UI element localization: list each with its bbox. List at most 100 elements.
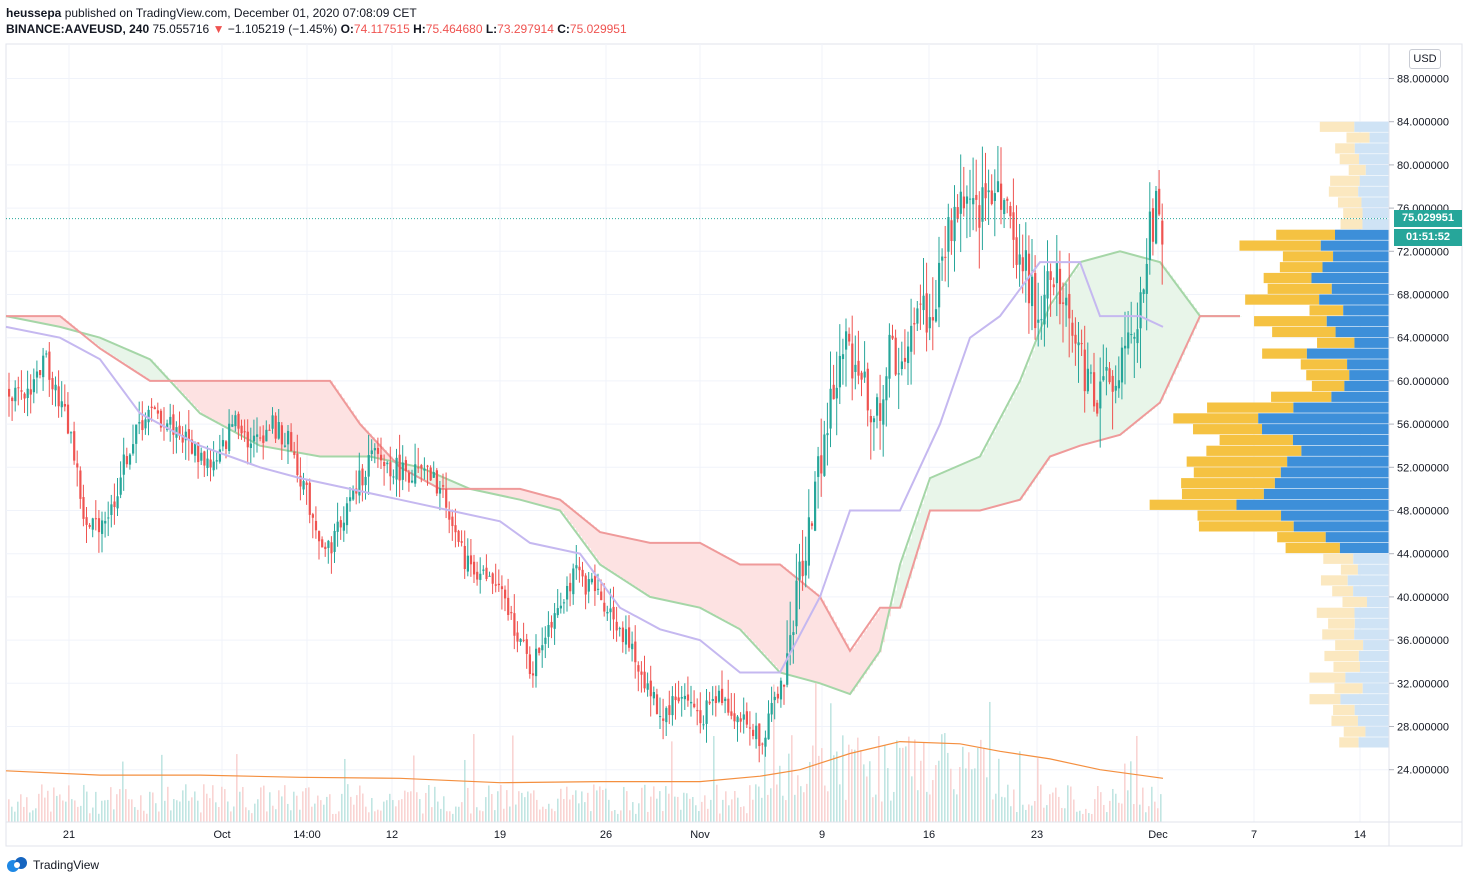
cloud-segment <box>897 577 900 608</box>
candle-body <box>116 496 119 509</box>
volume-bar <box>353 804 355 822</box>
candle-body <box>683 695 686 700</box>
volume-bar <box>56 795 58 822</box>
candle-body <box>721 688 724 703</box>
candle-body <box>166 423 169 430</box>
candle-body <box>897 373 900 375</box>
volume-bar <box>650 796 652 822</box>
candle-body <box>91 518 94 530</box>
volume-bar <box>923 742 925 822</box>
candle-body <box>504 589 507 599</box>
candle-body <box>522 639 525 641</box>
candle-body <box>1009 206 1012 217</box>
candle-body <box>801 560 804 577</box>
cloud-segment <box>771 564 774 663</box>
cloud-segment <box>1026 365 1029 492</box>
volume-bar <box>1124 763 1126 822</box>
cloud-segment <box>1005 409 1008 504</box>
cloud-segment <box>39 316 42 323</box>
volume-bar <box>878 736 880 822</box>
cloud-segment <box>924 495 927 530</box>
candle-body <box>829 388 832 429</box>
candle-body <box>733 713 736 722</box>
candle-body <box>1120 347 1124 383</box>
cloud-segment <box>378 443 381 459</box>
volume-bar <box>191 797 193 822</box>
candle-body <box>640 671 643 675</box>
currency-button[interactable]: USD <box>1409 49 1441 69</box>
candle-body <box>1043 294 1046 325</box>
cloud-segment <box>531 491 534 503</box>
volume-bar <box>776 784 778 822</box>
volume-bar <box>455 806 457 822</box>
volume-profile-up <box>1198 521 1294 532</box>
price-change: −1.105219 (−1.45%) <box>227 22 338 36</box>
cloud-segment <box>1119 251 1122 436</box>
candle-body <box>215 460 218 462</box>
cloud-segment <box>855 643 858 687</box>
cloud-segment <box>60 316 63 327</box>
candle-body <box>581 569 584 577</box>
cloud-segment <box>489 488 492 494</box>
volume-bar <box>314 803 316 822</box>
cloud-segment <box>1164 267 1167 394</box>
cloud-segment <box>963 463 966 511</box>
volume-bar <box>935 765 937 822</box>
candle-body <box>1018 254 1021 265</box>
time-axis[interactable]: 21 Oct 14:00 12 19 26 Nov 9 16 23 Dec 7 14 <box>63 829 1366 841</box>
cloud-segment <box>522 489 525 501</box>
price-tick-label: 88.000000 <box>1397 74 1449 86</box>
candle-body <box>665 708 668 723</box>
volume-bar <box>629 810 631 822</box>
price-axis[interactable]: 88.00000084.00000080.00000076.00000072.0… <box>1389 74 1449 777</box>
candle-body <box>218 449 221 462</box>
volume-bar <box>1067 785 1069 822</box>
volume-bar <box>821 748 823 822</box>
candle-body <box>469 555 473 565</box>
volume-bar <box>317 795 319 822</box>
volume-profile-up <box>1271 391 1332 402</box>
candle-body <box>755 725 758 740</box>
cloud-segment <box>33 316 36 322</box>
cloud-segment <box>282 380 285 450</box>
candle-body <box>1049 271 1052 280</box>
tradingview-brand[interactable]: TradingView <box>6 855 99 875</box>
cloud-segment <box>864 630 867 674</box>
candle-body <box>1006 198 1009 201</box>
volume-profile-up <box>1285 542 1340 554</box>
cloud-segment <box>294 380 297 452</box>
cloud-segment <box>93 335 96 343</box>
candle-body <box>342 522 345 531</box>
cloud-segment <box>45 316 48 324</box>
volume-bar <box>65 801 67 822</box>
cloud-segment <box>549 496 552 508</box>
candle-body <box>1037 319 1040 323</box>
candle-body <box>566 585 569 600</box>
candle-body <box>88 525 91 527</box>
candle-body <box>634 641 637 663</box>
author-name[interactable]: heussepa <box>6 6 62 20</box>
volume-bar <box>272 805 274 822</box>
volume-bar <box>638 803 640 822</box>
cloud-segment <box>966 462 969 511</box>
candle-body <box>686 694 690 701</box>
volume-bar <box>563 798 565 822</box>
cloud-segment <box>609 534 612 571</box>
candle-body <box>1108 368 1111 383</box>
cloud-segment <box>891 603 894 608</box>
candle-body <box>349 497 352 502</box>
volume-bar <box>194 791 196 822</box>
cloud-segment <box>153 362 156 381</box>
cloud-segment <box>732 560 735 625</box>
volume-bar <box>596 790 598 822</box>
cloud-segment <box>1101 256 1104 441</box>
cloud-segment <box>837 627 840 690</box>
candle-body <box>668 705 671 716</box>
candle-body <box>361 468 364 486</box>
price-tick-label: 80.000000 <box>1397 160 1449 172</box>
volume-bar <box>1127 790 1129 822</box>
cloud-segment <box>306 380 309 454</box>
symbol-name[interactable]: BINANCE:AAVEUSD, 240 <box>6 22 150 36</box>
cloud-segment <box>222 380 225 426</box>
